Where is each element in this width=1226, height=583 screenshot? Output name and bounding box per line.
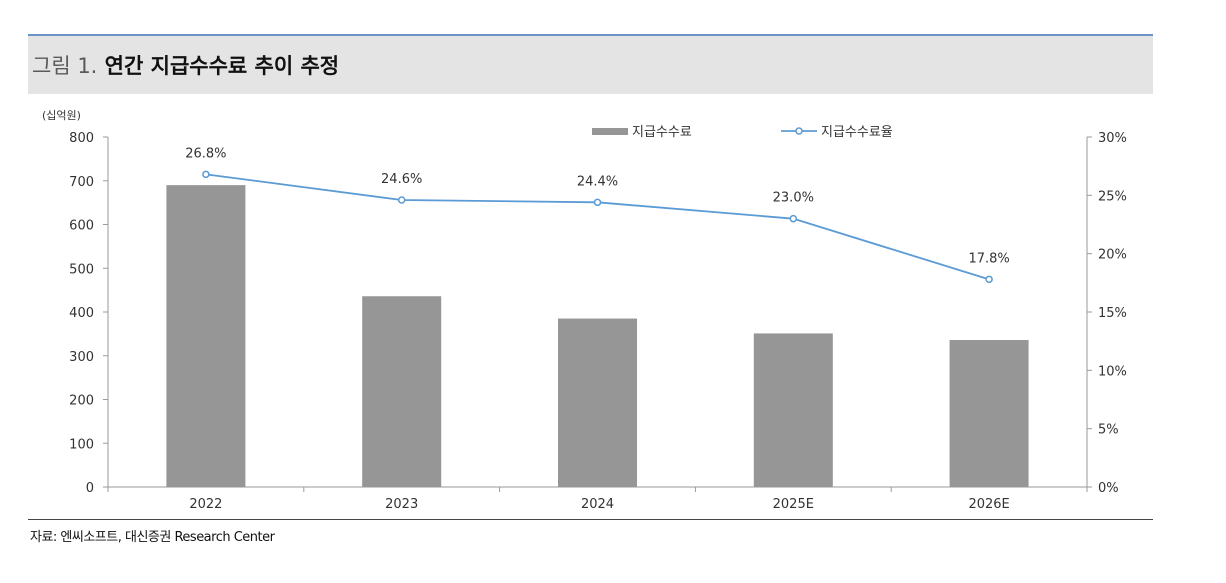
rate-point-2022 — [202, 170, 210, 179]
bar-2023 — [362, 296, 442, 487]
source-note: 자료: 엔씨소프트, 대신증권 Research Center — [30, 530, 275, 545]
rate-point-2024 — [593, 198, 602, 207]
rate-line — [205, 173, 990, 281]
rate-data-label: 23.0% — [773, 191, 814, 206]
x-axis-tick-label: 2022 — [189, 497, 222, 512]
right-axis-tick-label: 10% — [1098, 364, 1127, 379]
left-axis-tick-label: 500 — [69, 262, 94, 277]
right-axis-tick-label: 0% — [1098, 481, 1119, 496]
legend-bar-label: 지급수수료 — [632, 125, 692, 140]
header-top-rule — [28, 34, 1153, 36]
right-axis-tick-label: 15% — [1098, 306, 1127, 321]
x-axis-tick-label: 2026E — [968, 497, 1009, 512]
left-axis-tick-label: 200 — [69, 394, 94, 409]
figure-number: 그림 1. — [32, 54, 98, 78]
unit-label: (십억원) — [42, 109, 81, 122]
legend-line-marker — [795, 127, 803, 135]
rate-point-2026E — [985, 275, 993, 284]
left-axis-tick-label: 100 — [69, 437, 94, 452]
legend-line-label: 지급수수료율 — [821, 125, 893, 140]
left-axis-tick-label: 600 — [69, 219, 94, 234]
bar-2026E — [949, 340, 1029, 487]
left-axis-tick-label: 800 — [69, 131, 94, 146]
x-axis-tick-label: 2025E — [773, 497, 814, 512]
rate-point-2025E — [789, 214, 798, 223]
left-axis-tick-label: 700 — [69, 175, 94, 190]
right-axis-tick-label: 25% — [1098, 189, 1127, 204]
left-axis-tick-label: 400 — [69, 306, 94, 321]
left-axis-tick-label: 300 — [69, 350, 94, 365]
footer-rule — [28, 519, 1153, 520]
figure-title: 그림 1. 연간 지급수수료 추이 추정 — [32, 50, 339, 80]
right-axis-tick-label: 20% — [1098, 248, 1127, 263]
bar-2024 — [558, 318, 637, 487]
x-axis-tick-label: 2023 — [385, 497, 418, 512]
right-axis-tick-label: 30% — [1098, 131, 1127, 146]
rate-data-label: 26.8% — [185, 146, 226, 161]
right-axis-tick-label: 5% — [1098, 423, 1119, 438]
rate-point-2023 — [397, 196, 406, 204]
left-axis-tick-label: 0 — [86, 481, 94, 496]
bar-2025E — [753, 333, 833, 487]
figure-header: 그림 1. 연간 지급수수료 추이 추정 — [28, 36, 1153, 94]
figure-title-text: 연간 지급수수료 추이 추정 — [104, 54, 340, 78]
bar-2022 — [166, 185, 246, 487]
rate-data-label: 24.4% — [577, 174, 618, 189]
x-axis-tick-label: 2024 — [581, 497, 614, 512]
legend-bar-swatch — [592, 128, 628, 135]
rate-data-label: 17.8% — [968, 251, 1009, 266]
rate-data-label: 24.6% — [381, 172, 422, 187]
